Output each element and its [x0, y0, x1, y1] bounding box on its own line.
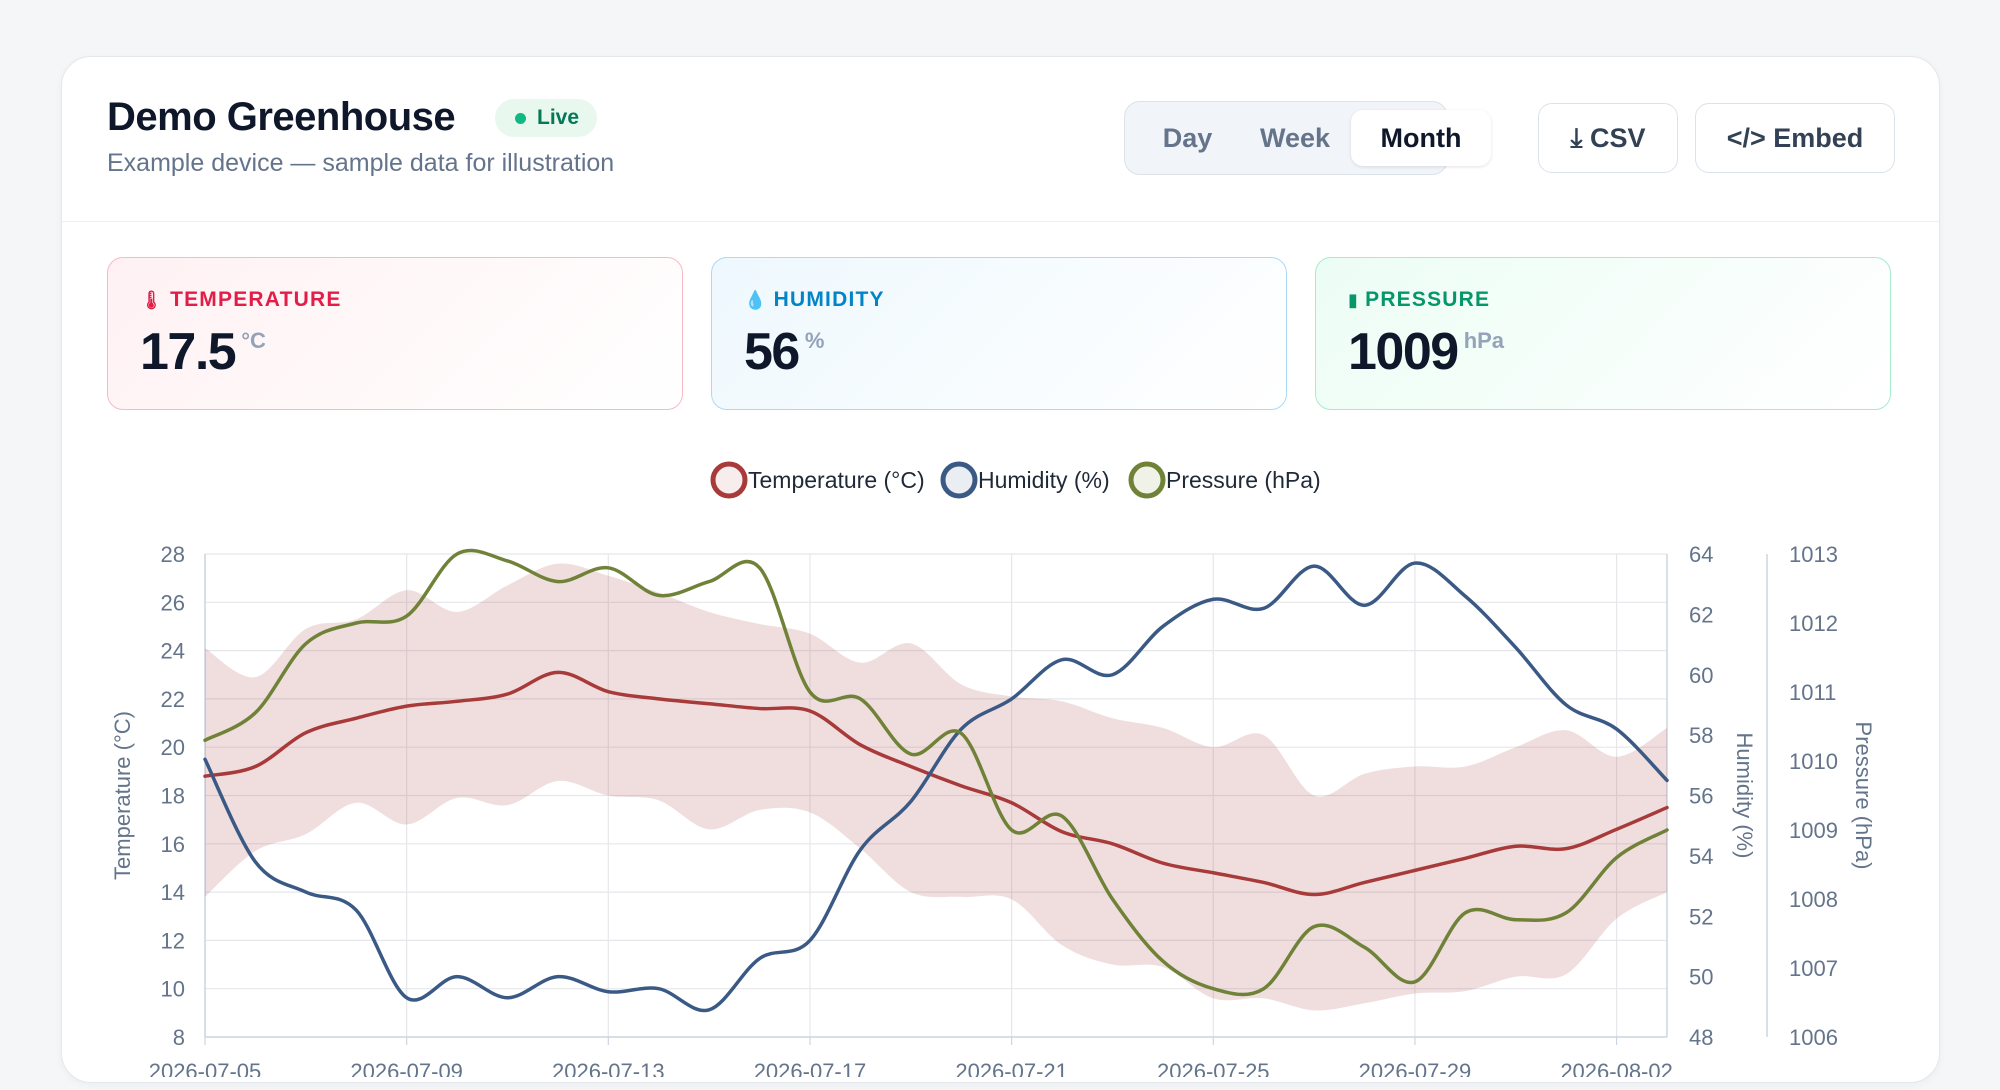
- chart-area: 8 10 12 14 16 18 20 22 24 26 28 2026-07-05 2026-07-0…: [62, 437, 1939, 1082]
- humidity-stat-value: 56%: [744, 323, 825, 381]
- y-right2-tick-label: 1010: [1789, 749, 1838, 774]
- y-right1-tick-label: 62: [1689, 602, 1713, 627]
- range-selector: Day Week Month: [1124, 101, 1491, 175]
- x-tick-label: 2026-07-05: [149, 1059, 262, 1077]
- pressure-legend-swatch: [1128, 461, 1166, 499]
- y-right1-tick-label: 52: [1689, 904, 1713, 929]
- embed-button[interactable]: </> Embed: [1695, 103, 1895, 173]
- y-right1-tick-label: 54: [1689, 844, 1713, 869]
- device-card: Demo Greenhouse Live Example device — sa…: [61, 56, 1940, 1083]
- pressure-legend-label: Pressure (hPa): [1166, 467, 1321, 493]
- temperature-legend-swatch: [710, 461, 748, 499]
- y-right1-tick-label: 50: [1689, 965, 1713, 990]
- y-left-tick-label: 12: [161, 928, 185, 953]
- device-title: Demo Greenhouse: [107, 95, 456, 139]
- y-right1-tick-label: 58: [1689, 723, 1713, 748]
- droplet-icon: 💧: [744, 290, 768, 310]
- humidity-stat-label: 💧 HUMIDITY: [744, 288, 885, 311]
- y-left-tick-label: 14: [161, 880, 185, 905]
- pressure-stat-card: ▮ PRESSURE 1009 hPa: [1315, 257, 1891, 410]
- temperature-legend-label: Temperature (°C): [748, 467, 925, 493]
- y-right2-tick-label: 1007: [1789, 956, 1838, 981]
- y-right1-axis-title: Humidity (%): [1732, 733, 1757, 859]
- temperature-stat-card: 🌡 TEMPERATURE 17.5 °C: [107, 257, 683, 410]
- humidity-legend-swatch: [940, 461, 978, 499]
- x-tick-label: 2026-07-09: [350, 1059, 463, 1077]
- temperature-stat-label: 🌡 TEMPERATURE: [140, 288, 342, 311]
- y-left-tick-label: 24: [161, 639, 185, 664]
- y-right1-tick-label: 64: [1689, 542, 1713, 567]
- y-left-tick-label: 28: [161, 542, 185, 567]
- y-left-axis-title: Temperature (°C): [110, 711, 135, 880]
- tab-week[interactable]: Week: [1259, 123, 1331, 153]
- x-tick-label: 2026-07-13: [552, 1059, 665, 1077]
- y-right2-tick-label: 1006: [1789, 1025, 1838, 1050]
- humidity-unit: %: [804, 328, 825, 353]
- humidity-series-line: [203, 561, 1669, 1013]
- humidity-legend-label: Humidity (%): [978, 467, 1110, 493]
- y-right2-tick-label: 1009: [1789, 818, 1838, 843]
- temperature-unit: °C: [241, 328, 266, 353]
- x-tick-label: 2026-07-25: [1157, 1059, 1270, 1077]
- temperature-series-line: [203, 670, 1669, 897]
- x-tick-label: 2026-07-21: [955, 1059, 1068, 1077]
- y-left-tick-label: 22: [161, 687, 185, 712]
- y-right2-tick-label: 1008: [1789, 887, 1838, 912]
- live-dot-icon: [515, 113, 526, 124]
- y-left-tick-label: 20: [161, 735, 185, 760]
- y-left-tick-label: 18: [161, 784, 185, 809]
- humidity-stat-card: 💧 HUMIDITY 56%: [711, 257, 1287, 410]
- device-subtitle: Example device — sample data for illustr…: [107, 149, 615, 177]
- y-right2-axis-title: Pressure (hPa): [1851, 722, 1876, 870]
- y-left-tick-label: 16: [161, 832, 185, 857]
- y-right1-tick-label: 60: [1689, 663, 1713, 688]
- y-right2-tick-label: 1011: [1789, 680, 1836, 705]
- y-left-tick-label: 8: [173, 1025, 185, 1050]
- pressure-stat-value: 1009 hPa: [1348, 323, 1505, 381]
- gauge-icon: ▮: [1348, 290, 1360, 310]
- pressure-stat-label: ▮ PRESSURE: [1348, 288, 1491, 311]
- live-label: Live: [537, 106, 580, 129]
- y-left-tick-label: 10: [161, 977, 185, 1002]
- thermometer-icon: 🌡: [140, 290, 165, 310]
- tab-day[interactable]: Day: [1162, 123, 1213, 153]
- pressure-series-line: [203, 548, 1669, 997]
- temperature-min-max-band: [205, 563, 1667, 1011]
- tab-month[interactable]: Month: [1351, 110, 1491, 166]
- x-tick-label: 2026-07-29: [1359, 1059, 1472, 1077]
- csv-download-button[interactable]: ⤓ CSV: [1538, 103, 1678, 173]
- y-right2-tick-label: 1013: [1789, 542, 1838, 567]
- x-tick-label: 2026-07-17: [754, 1059, 867, 1077]
- temperature-stat-value: 17.5 °C: [140, 323, 266, 381]
- pressure-unit: hPa: [1463, 328, 1505, 353]
- y-left-tick-label: 26: [161, 590, 185, 615]
- live-badge: Live: [495, 99, 598, 137]
- y-right1-tick-label: 48: [1689, 1025, 1713, 1050]
- x-tick-label: 2026-08-02: [1560, 1059, 1673, 1077]
- y-right2-tick-label: 1012: [1789, 611, 1838, 636]
- y-right1-tick-label: 56: [1689, 784, 1713, 809]
- card-header: Demo Greenhouse Live Example device — sa…: [62, 57, 1939, 222]
